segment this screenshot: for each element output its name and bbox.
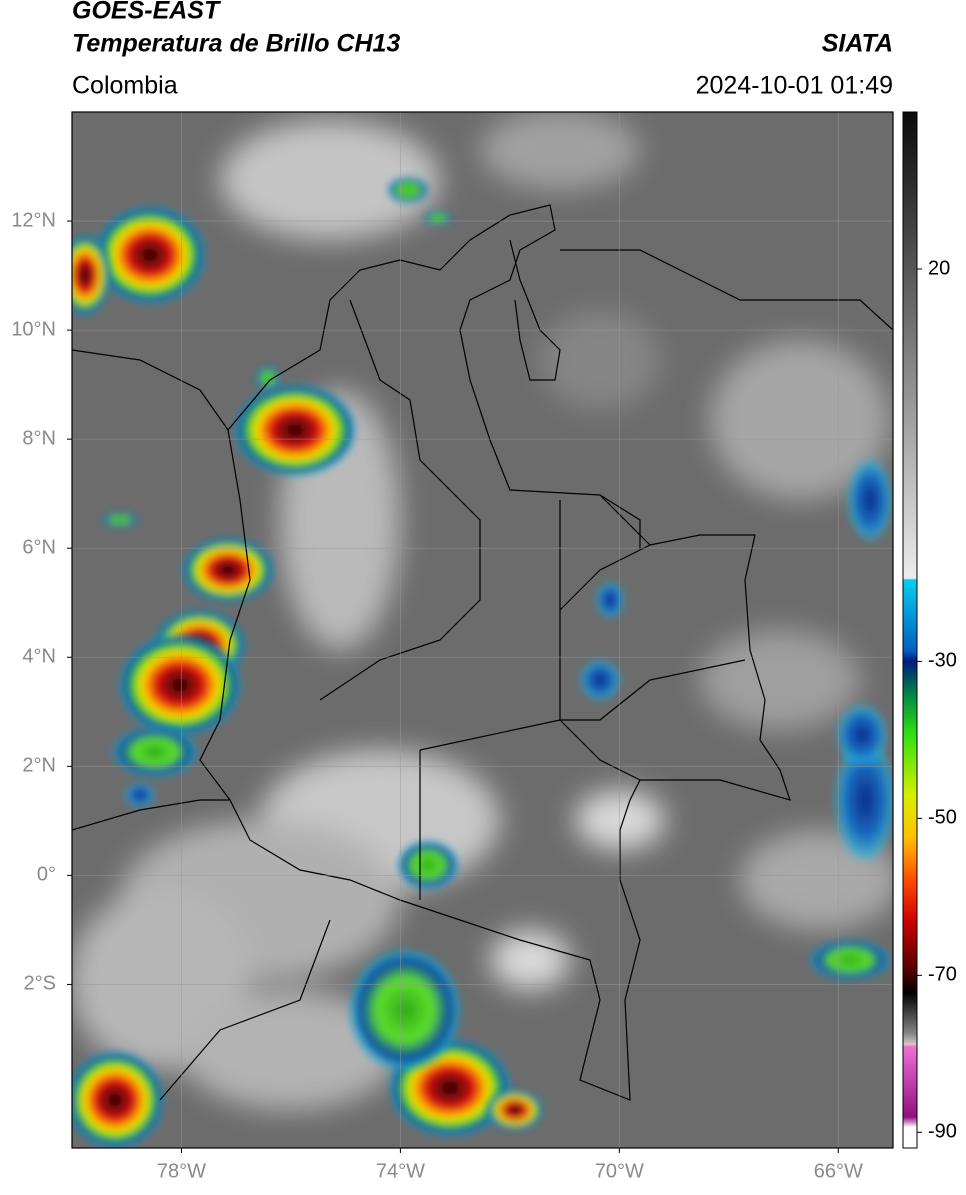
cloud-top (125, 783, 155, 807)
region: Colombia (72, 72, 178, 100)
graticule (72, 112, 893, 1148)
map-frame (71, 111, 894, 1149)
lat-tick-label: 2°S (24, 973, 56, 995)
cloud-top (596, 582, 624, 618)
cloud-top (424, 211, 452, 225)
cloud-top (388, 177, 428, 203)
cloud-top (350, 950, 460, 1070)
lon-tick-label: 70°W (595, 1160, 644, 1182)
colorbar-tick-label: -30 (928, 650, 957, 672)
cloud-top (72, 235, 110, 315)
cloud-top (487, 1090, 543, 1130)
cloud-top (95, 207, 205, 303)
colorbar-tick-label: 20 (928, 257, 950, 279)
cloud-top (113, 727, 197, 777)
colorbar-tick-label: -70 (928, 964, 957, 986)
axes: 12°N 10°N 8°N 6°N 4°N 2°N 0° 2°S 78°W 74°W 70°W 66°… (11, 209, 957, 1182)
lat-tick-label: 8°N (22, 427, 56, 449)
cloud-top (580, 660, 620, 700)
cloud-top (837, 705, 887, 765)
timestamp: 2024-10-01 01:49 (696, 72, 893, 100)
map-image (72, 112, 893, 1148)
convective-cells (72, 177, 893, 1148)
cloud-top (235, 385, 355, 475)
title: GOES-EAST (72, 0, 222, 25)
cloud-top (398, 841, 458, 889)
cloud-top (256, 366, 280, 390)
cloud-top (835, 740, 893, 860)
lon-tick-label: 66°W (814, 1160, 863, 1182)
colorbar-tick-label: -50 (928, 807, 957, 829)
clouds (72, 112, 893, 1110)
lat-tick-label: 0° (37, 864, 56, 886)
lon-tick-label: 78°W (157, 1160, 206, 1182)
subtitle: Temperatura de Brillo CH13 (72, 30, 400, 58)
lon-tick-label: 74°W (376, 1160, 425, 1182)
colorbar-tick-label: -90 (928, 1121, 957, 1143)
cloud-top (183, 538, 273, 602)
cloud-top (120, 635, 240, 735)
lat-tick-label: 2°N (22, 755, 56, 777)
cloud-top (848, 460, 892, 540)
lat-tick-label: 4°N (22, 646, 56, 668)
lat-tick-label: 6°N (22, 536, 56, 558)
source: SIATA (822, 30, 893, 58)
cloud-top (810, 940, 890, 980)
cloud-top (102, 513, 138, 527)
cloud-top (72, 1052, 163, 1148)
lat-tick-label: 12°N (11, 209, 56, 231)
lat-tick-label: 10°N (11, 318, 56, 340)
colorbar (902, 111, 918, 1149)
